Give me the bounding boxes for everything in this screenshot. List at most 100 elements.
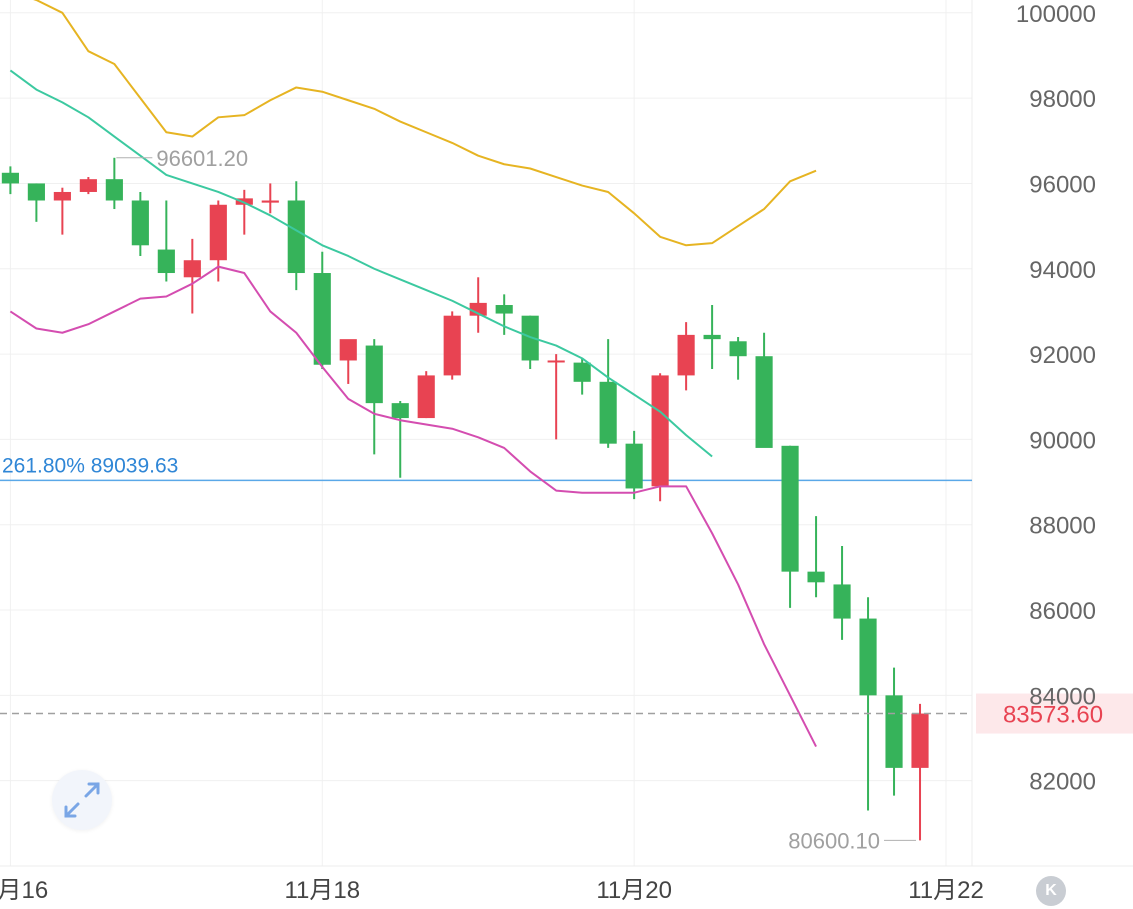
fibonacci-level: 261.80% 89039.63 [0, 454, 972, 482]
x-tick-label: 11月22 [908, 877, 984, 904]
y-tick-label: 86000 [1029, 598, 1096, 625]
candle [469, 277, 487, 333]
candle-body [287, 200, 305, 274]
fib-label: 261.80% 89039.63 [2, 454, 178, 477]
high-label: 96601.20 [156, 146, 248, 171]
x-tick-label: 11月20 [596, 877, 672, 904]
candle [807, 516, 825, 598]
y-tick-label: 98000 [1029, 86, 1096, 113]
candle-body [625, 443, 643, 489]
expand-button[interactable] [52, 770, 112, 830]
candle-body [781, 445, 799, 572]
candle-body [547, 360, 565, 363]
y-tick-label: 100000 [1016, 1, 1096, 28]
candle-body [911, 713, 929, 768]
candle [391, 401, 409, 478]
low-label: 80600.10 [788, 828, 880, 853]
candle [339, 339, 357, 384]
y-tick-label: 90000 [1029, 427, 1096, 454]
candle-body [157, 249, 175, 274]
y-tick-label: 88000 [1029, 513, 1096, 540]
candle [885, 667, 903, 796]
y-tick-label: 94000 [1029, 257, 1096, 284]
candle [599, 339, 617, 448]
candle [53, 187, 71, 235]
candle [677, 322, 695, 391]
candle-body [27, 183, 45, 201]
candle [573, 358, 591, 395]
candle [313, 251, 331, 370]
candle-body [755, 356, 773, 448]
candle [729, 337, 747, 380]
moving-averages [9, 0, 817, 748]
candle [521, 315, 539, 370]
candle-body [521, 315, 539, 361]
candle-body [443, 315, 461, 376]
candle-body [53, 191, 71, 201]
grid-lines [0, 0, 1133, 867]
candle [105, 157, 123, 210]
y-tick-label: 96000 [1029, 171, 1096, 198]
candle [443, 311, 461, 380]
candle [625, 430, 643, 500]
candle [417, 371, 435, 419]
candle [365, 339, 383, 455]
candle-body [79, 179, 97, 192]
y-axis: 100000 98000 96000 94000 92000 90000 88000 8600… [1016, 1, 1096, 796]
candle [859, 597, 877, 811]
candle [703, 305, 721, 370]
x-tick-label: 11月16 [0, 877, 48, 904]
candle [781, 445, 799, 608]
candles [1, 157, 929, 841]
x-axis: 11月16 11月18 11月20 11月22 [0, 877, 984, 904]
candle-body [703, 334, 721, 340]
current-price-tag [976, 693, 1133, 734]
candle-body [859, 618, 877, 696]
candle [27, 183, 45, 222]
ma-line-yellow [33, 0, 817, 247]
candle-body [833, 584, 851, 619]
candle [651, 373, 669, 502]
k-button[interactable]: K [1036, 876, 1066, 906]
candle-body [261, 200, 279, 203]
candle [911, 703, 929, 841]
candle-body [365, 345, 383, 404]
candle [183, 238, 201, 314]
candle-body [209, 204, 227, 261]
ma-line-green [9, 69, 713, 458]
candle [261, 183, 279, 214]
candle [547, 354, 565, 440]
candle [131, 191, 149, 256]
candle [79, 177, 97, 195]
candle [157, 200, 175, 282]
candle-body [885, 695, 903, 768]
candle-body [651, 375, 669, 487]
y-tick-label: 92000 [1029, 342, 1096, 369]
candle [287, 181, 305, 291]
candle-body [729, 341, 747, 357]
x-tick-label: 11月18 [284, 877, 360, 904]
candle [495, 294, 513, 335]
candle-body [573, 362, 591, 382]
annotations: 96601.20 80600.10 83573.60 [0, 146, 1133, 853]
candle-body [391, 403, 409, 419]
candle-body [417, 375, 435, 419]
candle-body [313, 273, 331, 365]
y-tick-label: 82000 [1029, 769, 1096, 796]
candle-body [495, 305, 513, 314]
y-tick-label: 84000 [1029, 683, 1096, 710]
candle-body [339, 339, 357, 361]
candle-body [105, 179, 123, 201]
candle-body [677, 334, 695, 376]
current-price-label: 83573.60 [1003, 702, 1103, 729]
candle-body [599, 381, 617, 444]
candle-body [131, 200, 149, 246]
candle [209, 200, 227, 282]
candle-body [183, 260, 201, 278]
candle [235, 189, 253, 235]
candle-body [1, 172, 19, 184]
expand-icon [64, 782, 100, 818]
candle [833, 546, 851, 640]
candle [755, 332, 773, 448]
